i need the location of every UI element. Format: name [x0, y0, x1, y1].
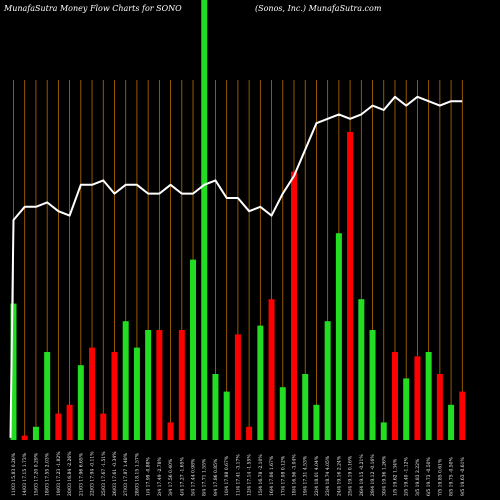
money-flow-bar: [223, 391, 230, 440]
money-flow-bar: [32, 426, 39, 440]
money-flow-bar: [268, 299, 275, 440]
money-flow-bar: [111, 352, 118, 440]
x-tick-label: 8/5 19.75 -0.50%: [449, 456, 455, 496]
x-tick-label: 5/4 17.44 0.98%: [191, 458, 197, 496]
x-tick-label: 17/4 17.08 0.12%: [280, 455, 286, 496]
money-flow-bar: [145, 330, 152, 440]
money-flow-bar: [167, 422, 174, 440]
x-tick-label: 24/4 19.16 2.24%: [336, 455, 342, 496]
money-flow-bar: [291, 171, 297, 440]
x-tick-label: 15/4 16.78 -2.10%: [258, 454, 264, 496]
money-flow-bar: [246, 426, 253, 440]
money-flow-bar: [234, 334, 241, 440]
money-flow-bar: [425, 352, 432, 440]
x-tick-label: 28/03 18.15 1.57%: [134, 452, 140, 496]
money-flow-bar: [347, 132, 354, 440]
money-flow-bar: [89, 347, 96, 440]
x-tick-label: 9/4 17.86 0.85%: [213, 458, 219, 496]
x-tick-label: 19/4 17.31 4.53%: [303, 455, 309, 496]
x-tick-label: 12/4 17.14 -1.55%: [247, 454, 253, 496]
money-flow-bar: [358, 299, 365, 440]
money-flow-bar: [313, 404, 320, 440]
x-tick-label: 21/03 17.96 6.65%: [78, 452, 84, 496]
money-flow-bar: [459, 391, 466, 440]
chart-subtitle: (Sonos, Inc.) MunafaSutra.com: [255, 4, 382, 13]
money-flow-bar: [133, 347, 140, 440]
x-tick-label: 26/03 17.61 -0.34%: [112, 451, 118, 496]
x-tick-label: 25/03 17.67 -1.51%: [101, 451, 107, 496]
x-tick-label: 6/5 19.73 -0.50%: [426, 456, 432, 496]
money-flow-bar: [156, 330, 163, 440]
x-tick-labels: 11/03 15.83 0.26% 14/03 17.15 1.73% 15/03 …: [11, 451, 466, 496]
x-tick-label: 2/4 17.49 -2.78%: [157, 456, 163, 496]
money-flow-bar: [44, 352, 51, 440]
x-tick-label: 30/4 19.36 1.26%: [381, 455, 387, 496]
money-flow-bar: [448, 404, 455, 440]
x-tick-label: 22/4 18.01 4.04%: [314, 455, 320, 496]
x-tick-label: 7/5 19.85 0.61%: [437, 458, 443, 496]
x-tick-label: 11/4 17.41 -3.17%: [235, 454, 241, 496]
x-tick-label: 9/5 19.63 -0.61%: [460, 456, 466, 496]
x-tick-label: 22/03 17.94 -0.11%: [90, 451, 96, 496]
money-flow-bars: [10, 0, 466, 440]
x-tick-label: 14/03 17.15 1.73%: [22, 452, 28, 496]
money-flow-bar: [279, 387, 286, 440]
money-flow-bar: [324, 321, 331, 440]
x-tick-label: 2/5 19.40 -1.12%: [404, 456, 410, 496]
money-flow-bar: [414, 356, 421, 440]
x-tick-label: 16/4 17.06 1.67%: [269, 455, 275, 496]
price-line-path: [9, 95, 463, 438]
x-tick-label: 23/4 18.74 4.05%: [325, 455, 331, 496]
x-tick-label: 4/4 17.27 -1.65%: [179, 456, 185, 496]
x-tick-label: 20/03 16.84 -2.26%: [67, 451, 73, 496]
x-tick-label: 18/4 16.56 -3.04%: [292, 454, 298, 496]
money-flow-bar: [122, 321, 129, 440]
money-flow-bar: [369, 330, 376, 440]
x-tick-label: 3/4 17.56 0.40%: [168, 458, 174, 496]
money-flow-bar: [380, 422, 387, 440]
money-flow-bar: [391, 352, 398, 440]
x-tick-label: 27/03 17.87 1.48%: [123, 452, 129, 496]
x-tick-label: 11/03 15.83 0.26%: [11, 452, 17, 496]
x-tick-label: 29/4 19.12 -0.16%: [370, 454, 376, 496]
money-flow-bar: [178, 330, 185, 440]
money-flow-bar: [66, 404, 73, 440]
x-tick-label: 3/5 19.83 2.22%: [415, 458, 421, 496]
x-tick-label: 10/4 17.98 0.67%: [224, 455, 230, 496]
money-flow-bar: [403, 378, 410, 440]
money-flow-bar: [302, 374, 309, 440]
money-flow-bar: [201, 0, 208, 440]
money-flow-bar: [436, 374, 443, 440]
money-flow-bar: [21, 435, 28, 440]
money-flow-bar: [257, 325, 264, 440]
x-tick-label: 25/4 19.19 0.16%: [348, 455, 354, 496]
money-flow-bar: [212, 374, 219, 440]
x-tick-label: 1/4 17.99 -0.88%: [146, 456, 152, 496]
money-flow-bar: [77, 365, 84, 440]
money-flow-bar: [10, 303, 17, 440]
money-flow-bar: [335, 233, 342, 440]
x-tick-label: 8/4 17.71 1.55%: [202, 458, 208, 496]
price-line: [9, 95, 463, 438]
x-tick-label: 26/4 19.15 -0.21%: [359, 454, 365, 496]
money-flow-bar: [190, 259, 197, 440]
money-flow-bar: [100, 413, 107, 440]
x-tick-label: 18/03 17.55 2.03%: [45, 452, 51, 496]
money-flow-bar: [55, 413, 62, 440]
x-tick-label: 15/03 17.20 0.29%: [33, 452, 39, 496]
x-tick-label: 1/5 19.62 1.34%: [392, 458, 398, 496]
chart-title: MunafaSutra Money Flow Charts for SONO: [3, 4, 182, 13]
x-tick-label: 19/03 17.23 -1.82%: [56, 451, 62, 496]
